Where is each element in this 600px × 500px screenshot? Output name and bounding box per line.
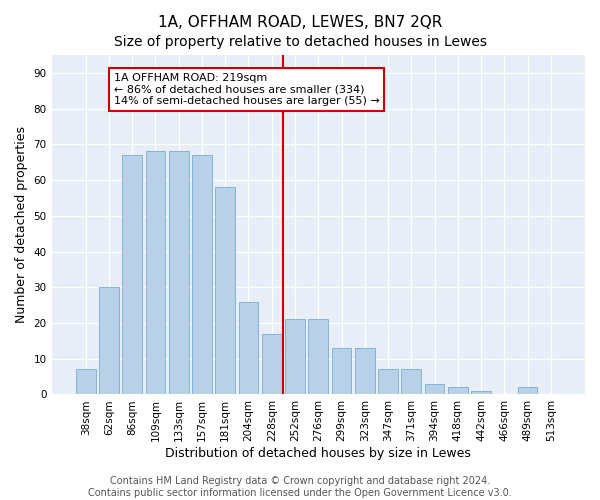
Bar [215,187,235,394]
Bar [169,152,188,394]
Bar [122,155,142,394]
Bar [471,391,491,394]
Bar [239,302,259,394]
Bar [332,348,352,395]
Bar [146,152,166,394]
Text: 1A OFFHAM ROAD: 219sqm
← 86% of detached houses are smaller (334)
14% of semi-de: 1A OFFHAM ROAD: 219sqm ← 86% of detached… [113,73,379,106]
Text: Contains HM Land Registry data © Crown copyright and database right 2024.
Contai: Contains HM Land Registry data © Crown c… [88,476,512,498]
Bar [448,388,468,394]
Bar [262,334,281,394]
Bar [401,370,421,394]
Text: Size of property relative to detached houses in Lewes: Size of property relative to detached ho… [113,35,487,49]
Bar [192,155,212,394]
Text: 1A, OFFHAM ROAD, LEWES, BN7 2QR: 1A, OFFHAM ROAD, LEWES, BN7 2QR [158,15,442,30]
Y-axis label: Number of detached properties: Number of detached properties [15,126,28,323]
Bar [518,388,538,394]
Bar [355,348,374,395]
Bar [308,320,328,394]
X-axis label: Distribution of detached houses by size in Lewes: Distribution of detached houses by size … [166,447,471,460]
Bar [378,370,398,394]
Bar [76,370,95,394]
Bar [425,384,445,394]
Bar [99,288,119,395]
Bar [285,320,305,394]
